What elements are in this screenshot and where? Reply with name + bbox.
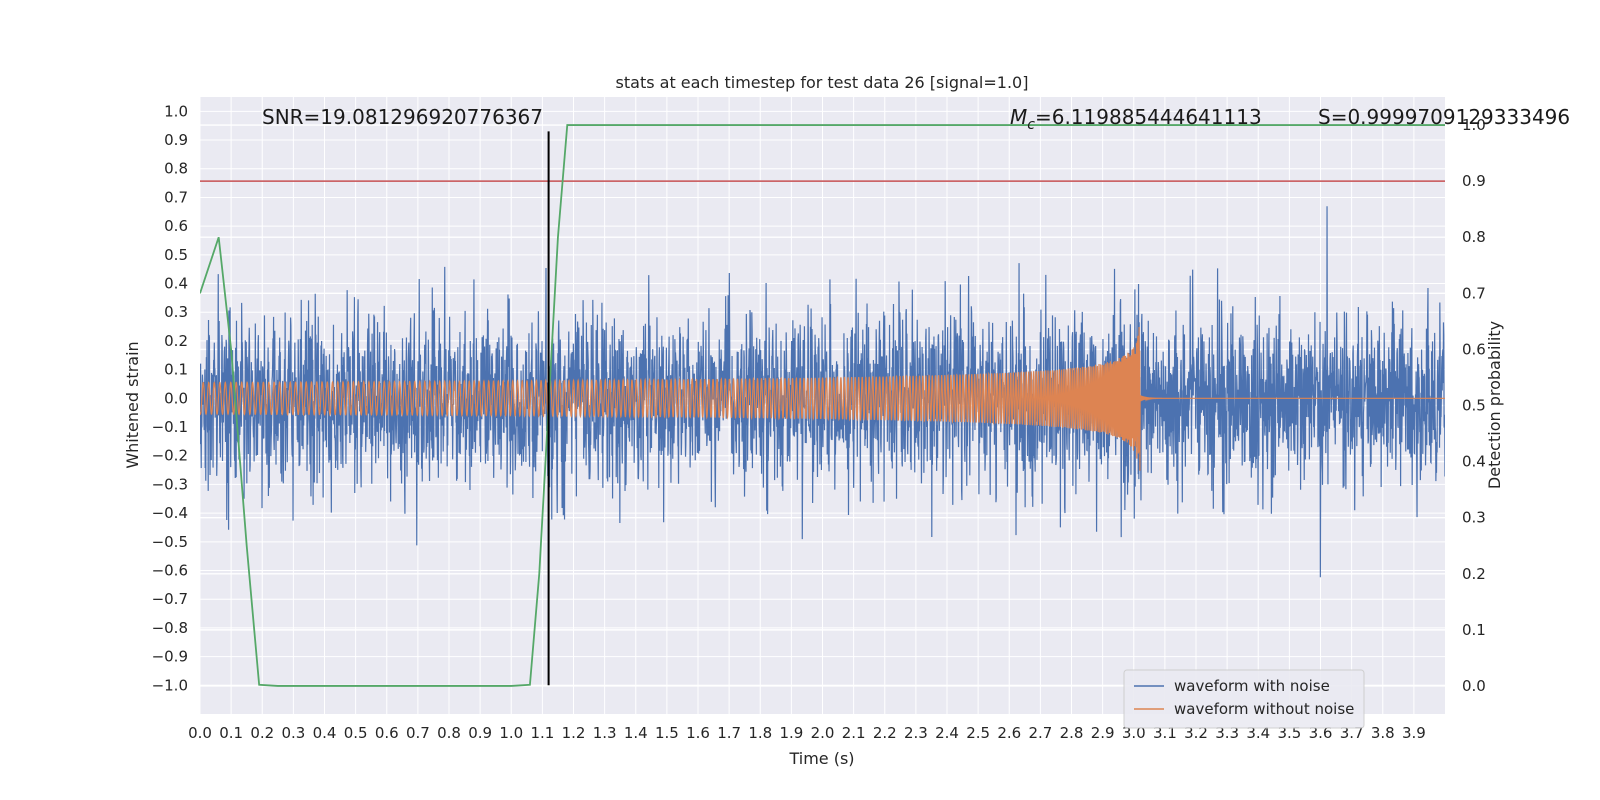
y-tick-label: −1.0 <box>152 676 188 694</box>
legend: waveform with noise waveform without noi… <box>1123 669 1365 729</box>
x-tick-label: 0.0 <box>188 724 212 742</box>
y-tick-label: −0.3 <box>152 475 188 493</box>
y2-tick-label: 0.6 <box>1462 340 1486 358</box>
y2-tick-label: 0.9 <box>1462 172 1486 190</box>
y-tick-label: 1.0 <box>164 102 188 120</box>
x-tick-label: 1.6 <box>686 724 710 742</box>
x-tick-label: 0.6 <box>375 724 399 742</box>
y2-tick-label: 0.8 <box>1462 228 1486 246</box>
x-tick-label: 1.9 <box>779 724 803 742</box>
legend-label-noise: waveform with noise <box>1174 677 1330 695</box>
y-tick-label: −0.5 <box>152 533 188 551</box>
series-waveform-without-noise <box>200 326 1445 471</box>
x-tick-label: 2.0 <box>811 724 835 742</box>
x-tick-label: 3.9 <box>1402 724 1426 742</box>
x-tick-label: 2.5 <box>966 724 990 742</box>
y-tick-label: 0.5 <box>164 246 188 264</box>
x-tick-label: 2.8 <box>1060 724 1084 742</box>
mc-annotation: Mc=6.119885444641113 <box>1010 105 1262 133</box>
x-tick-label: 1.7 <box>717 724 741 742</box>
x-tick-label: 2.4 <box>935 724 959 742</box>
legend-label-clean: waveform without noise <box>1174 700 1354 718</box>
y-tick-label: 0.9 <box>164 131 188 149</box>
x-tick-label: 0.4 <box>313 724 337 742</box>
y-tick-label: −0.7 <box>152 590 188 608</box>
chart-title: stats at each timestep for test data 26 … <box>616 73 1029 92</box>
y-tick-label: −0.4 <box>152 504 188 522</box>
snr-annotation: SNR=19.081296920776367 <box>262 105 543 129</box>
x-tick-label: 0.8 <box>437 724 461 742</box>
x-tick-label: 0.5 <box>344 724 368 742</box>
x-tick-label: 1.5 <box>655 724 679 742</box>
y-tick-label: −0.8 <box>152 619 188 637</box>
x-tick-label: 1.8 <box>748 724 772 742</box>
y-tick-label: −0.2 <box>152 447 188 465</box>
series-waveform-with-noise <box>200 206 1445 578</box>
y-tick-label: 0.7 <box>164 188 188 206</box>
x-tick-label: 0.3 <box>281 724 305 742</box>
y-tick-label: 0.1 <box>164 361 188 379</box>
x-tick-label: 1.3 <box>593 724 617 742</box>
mc-symbol: M <box>1010 105 1027 129</box>
plot-area <box>200 124 1445 687</box>
y-tick-label: −0.6 <box>152 562 188 580</box>
x-tick-label: 3.8 <box>1371 724 1395 742</box>
y2-tick-label: 0.3 <box>1462 509 1486 527</box>
x-tick-label: 1.0 <box>499 724 523 742</box>
y2-tick-label: 0.4 <box>1462 453 1486 471</box>
y-tick-label: −0.9 <box>152 648 188 666</box>
y2-tick-label: 0.7 <box>1462 284 1486 302</box>
y-tick-label: 0.0 <box>164 389 188 407</box>
x-tick-label: 2.9 <box>1091 724 1115 742</box>
x-tick-label: 0.2 <box>250 724 274 742</box>
y2-axis-label: Detection probability <box>1485 321 1504 489</box>
y2-tick-label: 0.2 <box>1462 565 1486 583</box>
y-axis-label: Whitened strain <box>123 341 142 468</box>
y-tick-label: 0.6 <box>164 217 188 235</box>
series-detection-probability <box>200 124 1445 687</box>
y2-tick-label: 0.0 <box>1462 677 1486 695</box>
x-tick-label: 2.1 <box>842 724 866 742</box>
x-tick-label: 0.1 <box>219 724 243 742</box>
y2-tick-label: 0.1 <box>1462 621 1486 639</box>
x-tick-label: 2.3 <box>904 724 928 742</box>
x-axis-label: Time (s) <box>788 749 854 768</box>
mc-value: =6.119885444641113 <box>1035 105 1262 129</box>
y2-tick-labels: 1.0 0.9 0.8 0.7 0.6 0.5 0.4 0.3 0.2 0.1 0.0 <box>1462 116 1486 695</box>
s-annotation: S=0.9999709129333496 <box>1318 105 1570 129</box>
y-tick-label: −0.1 <box>152 418 188 436</box>
x-tick-label: 0.9 <box>468 724 492 742</box>
y-tick-label: 0.4 <box>164 275 188 293</box>
x-tick-label: 1.2 <box>562 724 586 742</box>
y-tick-label: 0.3 <box>164 303 188 321</box>
y-tick-label: 0.8 <box>164 160 188 178</box>
x-tick-label: 2.2 <box>873 724 897 742</box>
x-tick-label: 2.6 <box>997 724 1021 742</box>
y-tick-labels: 1.0 0.9 0.8 0.7 0.6 0.5 0.4 0.3 0.2 0.1 0.0 −0.1 −0.… <box>152 102 188 694</box>
x-tick-label: 1.4 <box>624 724 648 742</box>
x-tick-label: 2.7 <box>1028 724 1052 742</box>
legend-box <box>1123 669 1365 729</box>
y-tick-label: 0.2 <box>164 332 188 350</box>
y2-tick-label: 1.0 <box>1462 116 1486 134</box>
x-tick-label: 1.1 <box>530 724 554 742</box>
mc-subscript: c <box>1027 117 1035 133</box>
y2-tick-label: 0.5 <box>1462 397 1486 415</box>
x-tick-label: 0.7 <box>406 724 430 742</box>
